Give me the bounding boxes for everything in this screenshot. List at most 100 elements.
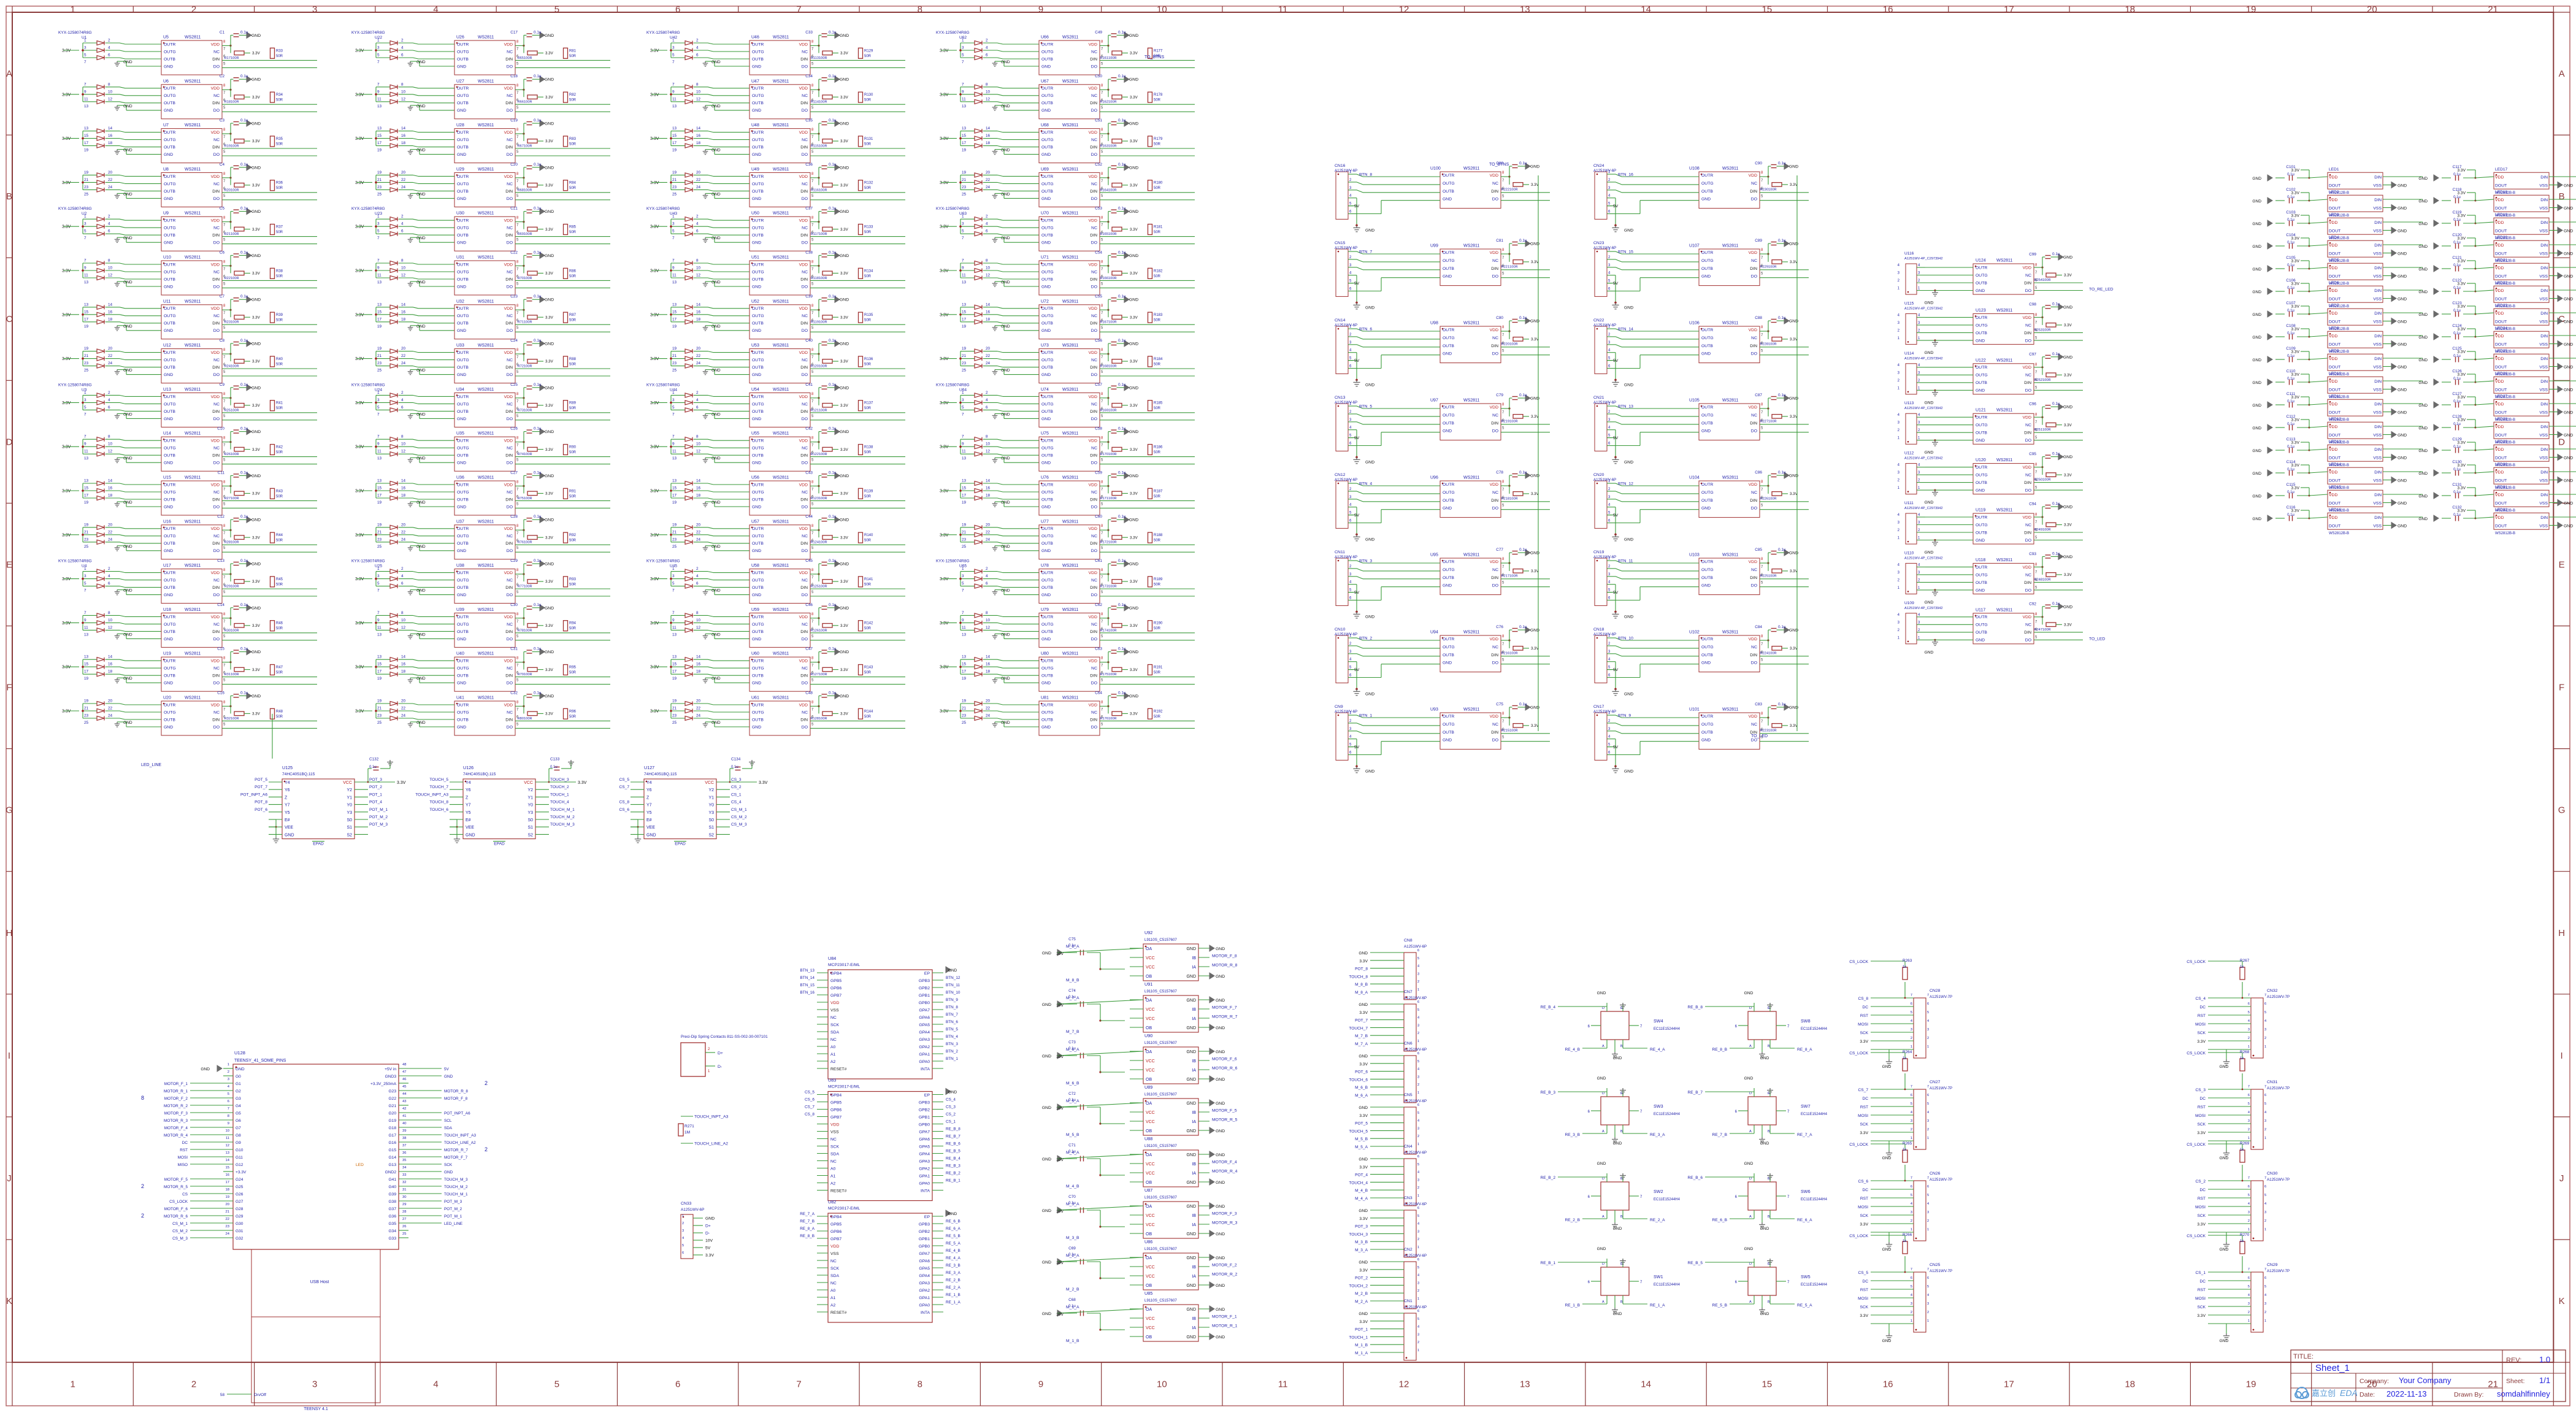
svg-text:4: 4 [401, 398, 404, 402]
svg-text:C11: C11 [218, 470, 225, 475]
svg-text:50R: 50R [864, 275, 872, 278]
svg-text:14: 14 [226, 1159, 230, 1162]
svg-text:13: 13 [377, 126, 382, 131]
svg-text:CN10: CN10 [1335, 627, 1346, 632]
svg-text:SW2: SW2 [1654, 1189, 1663, 1194]
svg-text:9: 9 [377, 618, 380, 623]
svg-text:U11: U11 [163, 299, 171, 304]
svg-text:U128: U128 [234, 1050, 245, 1056]
svg-text:CN18: CN18 [1593, 627, 1604, 632]
svg-text:TOUCH_LINE_A2: TOUCH_LINE_A2 [444, 1141, 476, 1145]
svg-text:DC: DC [1862, 1097, 1868, 1101]
svg-text:15: 15 [377, 310, 382, 314]
svg-text:31: 31 [402, 1188, 406, 1192]
svg-text:25: 25 [377, 192, 382, 196]
svg-text:2: 2 [696, 391, 699, 395]
svg-text:4: 4 [433, 1379, 438, 1390]
svg-text:CN25: CN25 [1930, 1263, 1941, 1267]
svg-text:D: D [1602, 1007, 1604, 1010]
svg-text:TOUCH_6: TOUCH_6 [1349, 1078, 1368, 1082]
svg-text:13: 13 [672, 126, 677, 131]
svg-text:10: 10 [1157, 4, 1167, 15]
svg-text:U88: U88 [1144, 1136, 1152, 1141]
svg-text:10: 10 [696, 442, 701, 447]
svg-text:20: 20 [986, 347, 991, 351]
svg-text:MCP23017-E/ML: MCP23017-E/ML [828, 1085, 860, 1089]
svg-text:3: 3 [682, 1229, 684, 1233]
svg-text:M_4_A: M_4_A [1066, 1151, 1079, 1155]
svg-text:U114: U114 [1904, 351, 1914, 356]
svg-text:50R: 50R [569, 362, 577, 366]
svg-text:5V: 5V [705, 1246, 711, 1251]
svg-text:13: 13 [1520, 1379, 1530, 1390]
svg-text:RE_4_A: RE_4_A [1650, 1048, 1665, 1052]
svg-text:10V: 10V [1056, 952, 1064, 956]
svg-text:GND: GND [1760, 1141, 1769, 1146]
svg-text:R187: R187 [1154, 489, 1163, 493]
svg-text:R137: R137 [864, 402, 873, 405]
svg-text:6: 6 [2264, 1094, 2266, 1097]
svg-text:TOUCH_M_2: TOUCH_M_2 [550, 815, 575, 819]
svg-text:24: 24 [401, 714, 406, 718]
svg-text:8: 8 [696, 82, 699, 86]
svg-text:3: 3 [1417, 972, 1419, 976]
svg-text:5: 5 [2248, 1102, 2250, 1106]
svg-text:16: 16 [986, 134, 991, 138]
svg-text:1k: 1k [2240, 1057, 2244, 1060]
svg-text:DC: DC [1862, 1279, 1868, 1284]
svg-text:BTN_3: BTN_3 [1359, 559, 1372, 564]
svg-text:14: 14 [986, 479, 991, 483]
svg-text:POT_3: POT_3 [369, 778, 382, 782]
svg-text:D: D [2558, 437, 2565, 447]
svg-text:L9110S_C5157607: L9110S_C5157607 [1144, 989, 1177, 994]
svg-text:10V: 10V [1056, 1313, 1064, 1317]
svg-text:TOUCH_2: TOUCH_2 [1349, 1284, 1368, 1288]
svg-text:POT_7: POT_7 [1355, 1019, 1368, 1023]
svg-text:18: 18 [108, 494, 113, 498]
svg-text:8: 8 [228, 1114, 229, 1118]
svg-text:MOTOR_F_8: MOTOR_F_8 [1212, 954, 1237, 959]
svg-text:5: 5 [1911, 1285, 1912, 1289]
svg-text:Drawn By:: Drawn By: [2454, 1391, 2483, 1398]
svg-text:U87: U87 [1144, 1187, 1152, 1193]
svg-text:G29: G29 [236, 1214, 243, 1219]
svg-text:23: 23 [84, 714, 89, 718]
svg-text:C54: C54 [1095, 250, 1102, 255]
svg-text:1: 1 [84, 215, 86, 219]
svg-text:POT_M_3: POT_M_3 [369, 823, 388, 827]
svg-text:R225: R225 [1760, 574, 1768, 578]
svg-text:19: 19 [377, 699, 382, 704]
svg-text:E: E [1768, 1262, 1770, 1266]
svg-text:12: 12 [108, 97, 113, 101]
svg-text:LED4: LED4 [2329, 236, 2339, 240]
svg-text:R161: R161 [1100, 56, 1108, 60]
svg-text:LED14: LED14 [2329, 462, 2341, 467]
svg-text:50R: 50R [864, 362, 872, 366]
svg-text:R253: R253 [2034, 328, 2042, 332]
svg-text:U90: U90 [1144, 1033, 1152, 1038]
svg-text:13: 13 [672, 280, 677, 285]
svg-text:R247: R247 [2034, 628, 2042, 632]
svg-text:22: 22 [401, 178, 406, 182]
svg-text:17: 17 [84, 494, 89, 498]
svg-text:C131: C131 [2452, 483, 2462, 487]
svg-text:R117: R117 [811, 232, 819, 236]
svg-text:CS_4: CS_4 [2196, 997, 2206, 1001]
svg-text:U127: U127 [644, 765, 654, 770]
svg-text:50R: 50R [276, 55, 283, 58]
svg-text:46: 46 [402, 1078, 406, 1081]
svg-text:25: 25 [962, 369, 967, 373]
svg-text:U105: U105 [1689, 399, 1700, 403]
svg-text:BTN_11: BTN_11 [1618, 559, 1633, 564]
svg-text:GND: GND [1613, 1227, 1622, 1231]
svg-text:A1251WV-6P: A1251WV-6P [1404, 1305, 1427, 1310]
svg-text:13: 13 [377, 456, 382, 461]
svg-text:25: 25 [672, 721, 677, 725]
svg-text:CS_LOCK: CS_LOCK [1849, 1234, 1868, 1238]
svg-text:E: E [1768, 1092, 1770, 1095]
svg-text:U83: U83 [828, 1078, 836, 1083]
svg-text:R75: R75 [518, 497, 524, 500]
svg-text:U9: U9 [163, 212, 169, 216]
svg-text:23: 23 [84, 185, 89, 190]
svg-text:A: A [2559, 69, 2565, 79]
